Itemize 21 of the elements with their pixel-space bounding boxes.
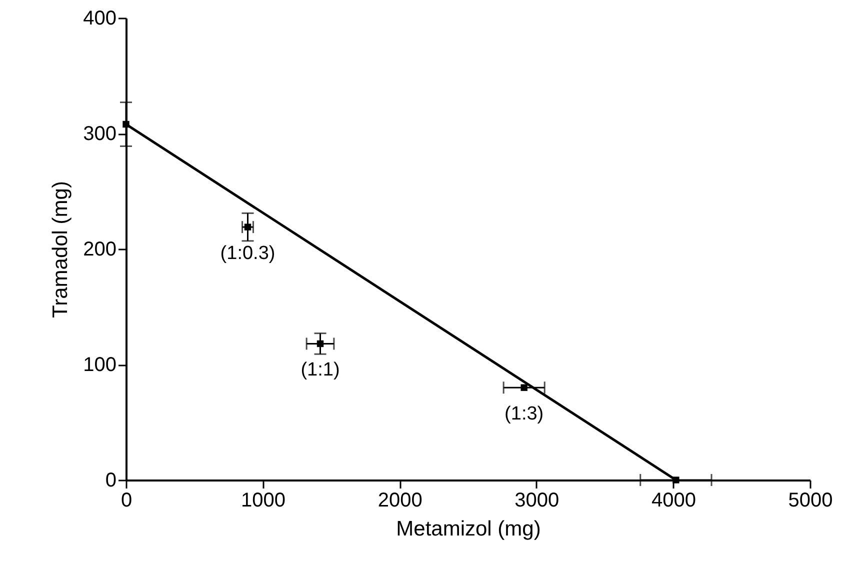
y-tick-label: 0 — [105, 470, 116, 492]
x-tick-label: 0 — [120, 490, 132, 512]
y-tick-label: 400 — [83, 8, 116, 30]
x-axis-title: Metamizol (mg) — [396, 518, 541, 540]
point — [672, 476, 680, 484]
x-tick-label: 1000 — [241, 490, 286, 512]
annotation: (1:3) — [504, 404, 544, 425]
x-tick-label: 4000 — [651, 490, 696, 512]
y-tick-label: 300 — [83, 123, 116, 145]
point — [122, 120, 130, 128]
annotation: (1:0.3) — [220, 243, 276, 264]
y-axis-title: Tramadol (mg) — [49, 181, 72, 318]
annotation: (1:1) — [300, 360, 340, 381]
point — [520, 384, 528, 391]
point — [244, 224, 252, 230]
x-tick-label: 5000 — [788, 490, 833, 512]
x-tick-label: 2000 — [378, 490, 422, 512]
y-tick-label: 200 — [83, 238, 116, 260]
point — [316, 340, 324, 348]
x-tick-label: 3000 — [514, 490, 560, 512]
y-tick-label: 100 — [83, 354, 116, 376]
